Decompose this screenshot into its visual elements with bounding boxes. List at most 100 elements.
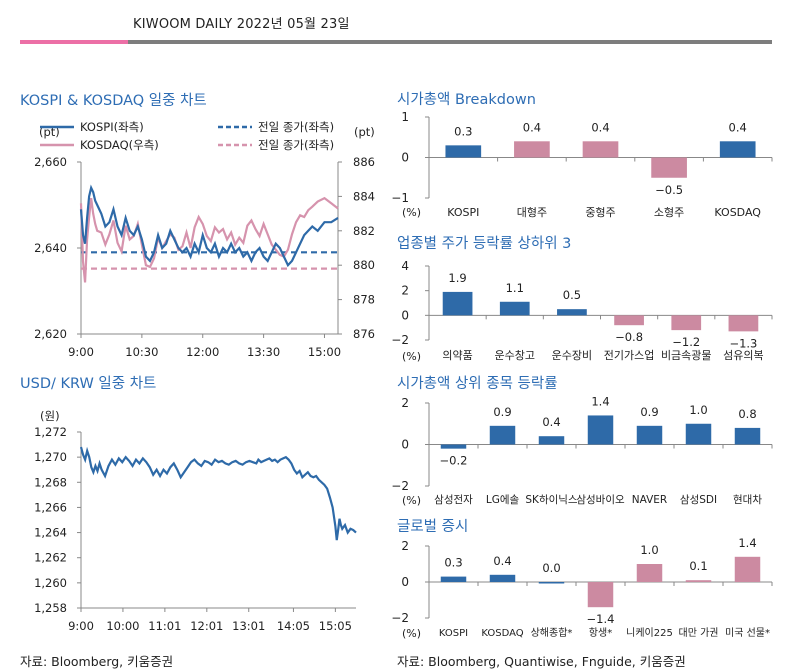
legend-label: KOSDAQ(우측) xyxy=(80,138,159,152)
bar-5 xyxy=(728,315,759,332)
bar-4 xyxy=(671,315,702,331)
chart-title-sector: 업종별 주가 등락률 상하위 3 xyxy=(397,236,572,252)
y-tick-label-left: 2,620 xyxy=(34,327,67,341)
chart-title-top-stocks: 시가총액 상위 종목 등락률 xyxy=(397,376,558,392)
usdkrw-line xyxy=(79,446,357,541)
y-tick-label-right: 882 xyxy=(353,224,375,238)
bar-3 xyxy=(587,582,614,608)
data-label: 1.0 xyxy=(640,543,658,557)
data-label: 1.0 xyxy=(689,403,707,417)
bar-1 xyxy=(489,574,516,582)
data-label: 0.3 xyxy=(454,124,472,138)
category-label: 운수창고 xyxy=(495,349,535,362)
data-label: 0.4 xyxy=(542,415,560,429)
data-label: 0.4 xyxy=(493,554,511,568)
data-label: −1.3 xyxy=(729,336,757,350)
category-label: 항생* xyxy=(589,627,612,639)
data-label: 0.5 xyxy=(563,288,581,302)
category-label: 전기가스업 xyxy=(604,349,655,362)
bar-0 xyxy=(440,444,467,449)
y-tick-label-right: 876 xyxy=(353,327,375,341)
y-unit: (원) xyxy=(40,409,60,423)
legend-label: 전일 종가(좌측) xyxy=(258,138,334,152)
legend-label: 전일 종가(좌측) xyxy=(258,120,334,134)
x-tick-label: 10:00 xyxy=(106,619,139,633)
y-unit-left: (pt) xyxy=(39,125,60,139)
x-tick-label: 9:00 xyxy=(68,345,94,359)
category-label: 미국 선물* xyxy=(725,627,770,639)
y-tick-label-right: 878 xyxy=(353,293,375,307)
category-label: KOSDAQ xyxy=(714,206,761,219)
kospi-line xyxy=(79,184,339,268)
y-tick-label: 4 xyxy=(401,259,409,273)
chart-title-usdkrw: USD/ KRW 일중 차트 xyxy=(20,376,157,392)
bar-1 xyxy=(514,141,550,158)
data-label: 0.4 xyxy=(729,120,747,134)
category-label: 삼성바이오 xyxy=(576,494,625,506)
y-unit: (%) xyxy=(402,350,421,363)
x-tick-label: 15:05 xyxy=(319,619,352,633)
data-label: −0.8 xyxy=(615,330,643,344)
data-label: 0.9 xyxy=(640,405,658,419)
category-label: LG에솔 xyxy=(486,494,520,506)
bar-3 xyxy=(651,157,687,178)
category-label: 현대차 xyxy=(733,494,762,506)
bar-4 xyxy=(719,141,756,158)
category-label: 삼성SDI xyxy=(680,494,717,506)
x-tick-label: 15:00 xyxy=(308,345,341,359)
y-tick-label: 2 xyxy=(401,396,409,410)
y-unit: (%) xyxy=(402,206,421,219)
category-label: 상해종합* xyxy=(531,626,573,639)
y-tick-label: −1 xyxy=(391,191,409,205)
bar-2 xyxy=(557,309,587,316)
category-label: 대만 가권 xyxy=(679,627,719,639)
bar-5 xyxy=(685,580,712,582)
data-label: −1.4 xyxy=(587,612,615,626)
category-label: KOSPI xyxy=(447,206,479,219)
category-label: KOSDAQ xyxy=(481,628,523,639)
left-source-note: 자료: Bloomberg, 키움증권 xyxy=(20,654,174,669)
category-label: 운수장비 xyxy=(552,349,592,362)
y-tick-label: 1,264 xyxy=(34,526,67,540)
category-label: 삼성전자 xyxy=(434,494,473,506)
bar-4 xyxy=(636,564,663,582)
x-tick-label: 14:05 xyxy=(277,619,310,633)
data-label: −1.2 xyxy=(672,335,700,349)
y-tick-label: 1 xyxy=(401,110,409,124)
y-tick-label: 2 xyxy=(401,284,409,298)
x-tick-label: 11:01 xyxy=(148,619,181,633)
data-label: 1.4 xyxy=(591,394,609,408)
y-tick-label: 0 xyxy=(401,438,409,452)
data-label: 0.4 xyxy=(523,120,541,134)
bar-3 xyxy=(614,315,644,326)
data-label: 1.9 xyxy=(448,271,466,285)
category-label: 니케이225 xyxy=(626,627,673,639)
y-tick-label: 0 xyxy=(401,308,409,322)
bar-6 xyxy=(734,556,761,582)
y-tick-label-right: 880 xyxy=(353,258,375,272)
x-tick-label: 12:01 xyxy=(190,619,223,633)
y-tick-label: −2 xyxy=(391,611,409,625)
x-tick-label: 10:30 xyxy=(125,345,158,359)
data-label: −0.5 xyxy=(655,183,683,197)
x-tick-label: 9:00 xyxy=(68,619,94,633)
category-label: 비금속광물 xyxy=(661,349,712,362)
header-accent-bar xyxy=(20,40,128,44)
category-label: 소형주 xyxy=(654,206,684,219)
category-label: NAVER xyxy=(632,494,667,506)
data-label: 1.4 xyxy=(738,536,756,550)
chart-title-kospi-kosdaq: KOSPI & KOSDAQ 일중 차트 xyxy=(20,93,207,109)
right-source-note: 자료: Bloomberg, Quantiwise, Fnguide, 키움증권 xyxy=(397,654,686,669)
bar-6 xyxy=(734,427,761,445)
y-tick-label: 1,268 xyxy=(34,475,67,489)
y-tick-label: 1,260 xyxy=(34,576,67,590)
y-tick-label: 1,262 xyxy=(34,551,67,565)
data-label: 0.9 xyxy=(493,405,511,419)
chart-title-global: 글로벌 증시 xyxy=(397,519,469,535)
y-tick-label: 1,270 xyxy=(34,450,67,464)
bar-1 xyxy=(489,425,516,445)
y-unit: (%) xyxy=(402,627,421,640)
y-tick-label: 2 xyxy=(401,539,409,553)
kosdaq-line xyxy=(79,196,339,283)
